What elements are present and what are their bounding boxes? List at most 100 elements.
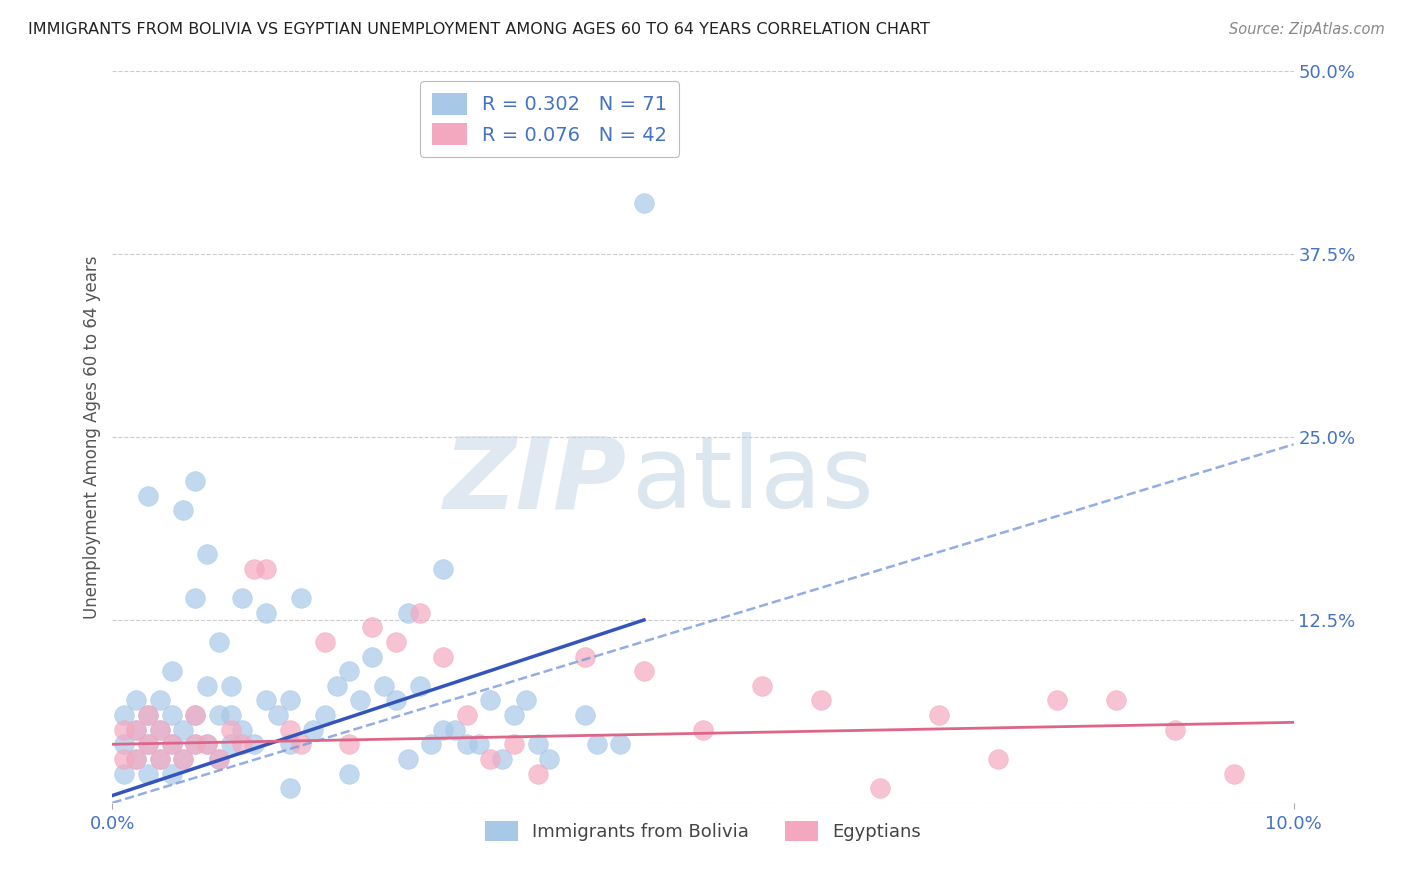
Point xyxy=(149,723,172,737)
Point xyxy=(928,708,950,723)
Text: ZIP: ZIP xyxy=(443,433,626,530)
Point xyxy=(125,752,148,766)
Point xyxy=(231,723,253,737)
Point xyxy=(125,752,148,766)
Point xyxy=(538,752,561,766)
Point xyxy=(278,693,301,707)
Point xyxy=(326,679,349,693)
Point xyxy=(526,766,548,780)
Point xyxy=(172,723,194,737)
Point xyxy=(184,737,207,751)
Point xyxy=(385,635,408,649)
Point xyxy=(408,606,430,620)
Point xyxy=(231,591,253,605)
Point xyxy=(172,752,194,766)
Point xyxy=(219,708,242,723)
Point xyxy=(125,693,148,707)
Point xyxy=(467,737,489,751)
Point xyxy=(208,752,231,766)
Point xyxy=(302,723,325,737)
Point xyxy=(149,752,172,766)
Point xyxy=(361,620,384,634)
Point xyxy=(515,693,537,707)
Point xyxy=(432,723,454,737)
Point xyxy=(195,737,218,751)
Point xyxy=(810,693,832,707)
Point xyxy=(136,766,159,780)
Point xyxy=(396,606,419,620)
Point xyxy=(408,679,430,693)
Point xyxy=(1164,723,1187,737)
Point xyxy=(243,737,266,751)
Point xyxy=(219,679,242,693)
Point xyxy=(278,737,301,751)
Point xyxy=(160,766,183,780)
Point xyxy=(160,737,183,751)
Point xyxy=(184,737,207,751)
Point xyxy=(136,708,159,723)
Point xyxy=(172,503,194,517)
Point xyxy=(195,547,218,561)
Point xyxy=(136,708,159,723)
Point xyxy=(1046,693,1069,707)
Point xyxy=(633,196,655,211)
Point xyxy=(337,664,360,678)
Point xyxy=(987,752,1010,766)
Point xyxy=(479,752,502,766)
Point xyxy=(112,737,135,751)
Point xyxy=(184,708,207,723)
Point xyxy=(385,693,408,707)
Point xyxy=(160,664,183,678)
Legend: Immigrants from Bolivia, Egyptians: Immigrants from Bolivia, Egyptians xyxy=(478,814,928,848)
Point xyxy=(574,649,596,664)
Point xyxy=(420,737,443,751)
Point xyxy=(503,737,526,751)
Point xyxy=(184,474,207,488)
Point xyxy=(112,708,135,723)
Point xyxy=(503,708,526,723)
Point xyxy=(208,635,231,649)
Point xyxy=(349,693,371,707)
Point xyxy=(136,489,159,503)
Point xyxy=(1105,693,1128,707)
Point xyxy=(526,737,548,751)
Point xyxy=(231,737,253,751)
Point xyxy=(585,737,607,751)
Point xyxy=(208,708,231,723)
Point xyxy=(373,679,395,693)
Point xyxy=(278,781,301,796)
Text: IMMIGRANTS FROM BOLIVIA VS EGYPTIAN UNEMPLOYMENT AMONG AGES 60 TO 64 YEARS CORRE: IMMIGRANTS FROM BOLIVIA VS EGYPTIAN UNEM… xyxy=(28,22,929,37)
Point xyxy=(172,752,194,766)
Point xyxy=(337,766,360,780)
Point xyxy=(290,737,312,751)
Point xyxy=(112,766,135,780)
Point xyxy=(609,737,631,751)
Point xyxy=(254,562,277,576)
Point xyxy=(149,752,172,766)
Point xyxy=(136,737,159,751)
Text: atlas: atlas xyxy=(633,433,873,530)
Y-axis label: Unemployment Among Ages 60 to 64 years: Unemployment Among Ages 60 to 64 years xyxy=(83,255,101,619)
Point xyxy=(243,562,266,576)
Point xyxy=(432,562,454,576)
Point xyxy=(149,723,172,737)
Point xyxy=(456,737,478,751)
Point xyxy=(184,591,207,605)
Point xyxy=(219,723,242,737)
Point xyxy=(195,737,218,751)
Point xyxy=(396,752,419,766)
Point xyxy=(456,708,478,723)
Point xyxy=(195,679,218,693)
Point xyxy=(112,752,135,766)
Point xyxy=(136,737,159,751)
Point xyxy=(160,737,183,751)
Point xyxy=(633,664,655,678)
Point xyxy=(361,649,384,664)
Point xyxy=(254,693,277,707)
Point xyxy=(751,679,773,693)
Point xyxy=(491,752,513,766)
Point xyxy=(314,708,336,723)
Point xyxy=(219,737,242,751)
Point xyxy=(444,723,467,737)
Point xyxy=(432,649,454,664)
